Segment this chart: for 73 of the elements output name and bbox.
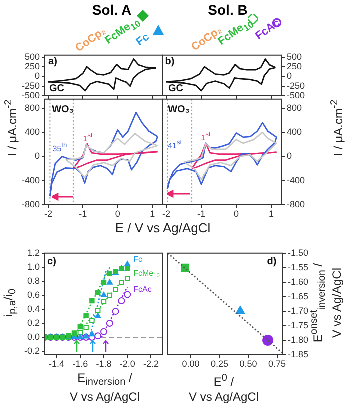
- y-tick-label: 500: [24, 52, 40, 62]
- y-tick-label: -250: [287, 80, 306, 91]
- y-tick-label: -1.50: [288, 248, 309, 258]
- x-tick-label: -2.2: [143, 358, 159, 369]
- y-tick-label: 0.4: [27, 304, 40, 314]
- x-tick-label: 0.50: [240, 358, 258, 369]
- y-tick-label: 1.0: [27, 262, 40, 272]
- x-tick-label: 0.00: [182, 358, 200, 369]
- y-tick-label: -250: [22, 80, 40, 91]
- annotation: d): [267, 256, 277, 268]
- y-tick-label: -1.65: [288, 291, 309, 302]
- y-tick-label: -500: [287, 90, 306, 100]
- chart-title: Sol. A: [92, 2, 132, 18]
- annotation: a): [48, 56, 58, 68]
- x-tick-label: -1.4: [49, 358, 65, 369]
- y-tick-label: 0.8: [27, 276, 40, 286]
- y-tick-label: -0.2: [24, 346, 40, 356]
- x-tick-label: -2: [44, 208, 52, 219]
- x-tick-label: 0.25: [210, 358, 229, 369]
- y-tick-label: 1.2: [27, 248, 40, 258]
- x-axis-title: E$^{0}$ / V vs Ag/AgCl: [188, 372, 260, 405]
- y-tick-label: -1.85: [288, 349, 309, 360]
- x-tick-label: -1: [197, 208, 206, 219]
- y-tick-label: 0.6: [27, 290, 40, 300]
- y-tick-label: 500: [287, 52, 302, 62]
- annotation: WO₃: [168, 104, 190, 116]
- annotation: WO₃: [52, 104, 74, 116]
- y-tick-label: 0: [34, 151, 40, 162]
- y-tick-label: -400: [22, 175, 40, 186]
- x-tick-label: 0.75: [268, 358, 286, 369]
- x-tick-label: -1.8: [96, 358, 112, 369]
- x-tick-label: 1: [150, 208, 156, 219]
- annotation: GC: [50, 84, 64, 94]
- y-tick-label: -1.55: [288, 262, 309, 272]
- x-tick-label: -2: [162, 208, 171, 219]
- y-tick-label: 0.0: [27, 332, 40, 342]
- annotation: 1$^{st}$: [83, 132, 93, 144]
- text: Fc: [134, 31, 152, 49]
- y-tick-label: -1.75: [288, 320, 309, 330]
- y-tick-label: 0: [34, 71, 40, 82]
- x-tick-label: -1.6: [72, 358, 88, 369]
- chart-title: Sol. B: [208, 2, 248, 18]
- y-tick-label: 250: [24, 61, 40, 72]
- annotation: c): [48, 256, 56, 268]
- y-tick-label: 400: [24, 127, 40, 138]
- series-label: FcAc: [134, 284, 152, 294]
- y-tick-label: -1.70: [288, 306, 309, 316]
- annotation: 41$^{st}$: [168, 140, 182, 150]
- annotation: 1$^{st}$: [201, 132, 211, 142]
- x-tick-label: -1: [79, 208, 88, 219]
- x-axis-title: E / V vs Ag/AgCl: [115, 220, 211, 236]
- x-tick-label: 0: [115, 208, 120, 219]
- y-tick-label: 250: [287, 61, 302, 72]
- y-tick-label: 0: [287, 71, 292, 82]
- y-tick-label: 800: [24, 102, 40, 113]
- y-tick-label: -800: [287, 199, 306, 210]
- y-tick-label: -1.80: [288, 334, 309, 345]
- series-label: Fc: [134, 254, 142, 264]
- x-axis-title: E$_{inversion}$ / V vs Ag/AgCl: [70, 370, 140, 406]
- annotation: GC: [168, 84, 184, 94]
- y-tick-label: 0: [287, 151, 292, 162]
- y-tick-label: 400: [287, 127, 302, 138]
- y-tick-label: -1.60: [288, 276, 309, 287]
- y-tick-label: -800: [22, 199, 40, 210]
- x-tick-label: 0: [234, 208, 240, 219]
- y-tick-label: -400: [287, 175, 306, 186]
- y-tick-label: 0.2: [27, 318, 40, 328]
- y-tick-label: -500: [22, 90, 40, 100]
- x-tick-label: -2.0: [120, 358, 136, 369]
- annotation: 35$^{th}$: [52, 142, 68, 154]
- x-tick-label: 1: [268, 208, 274, 219]
- y-tick-label: 800: [287, 102, 302, 113]
- annotation: b): [165, 56, 175, 68]
